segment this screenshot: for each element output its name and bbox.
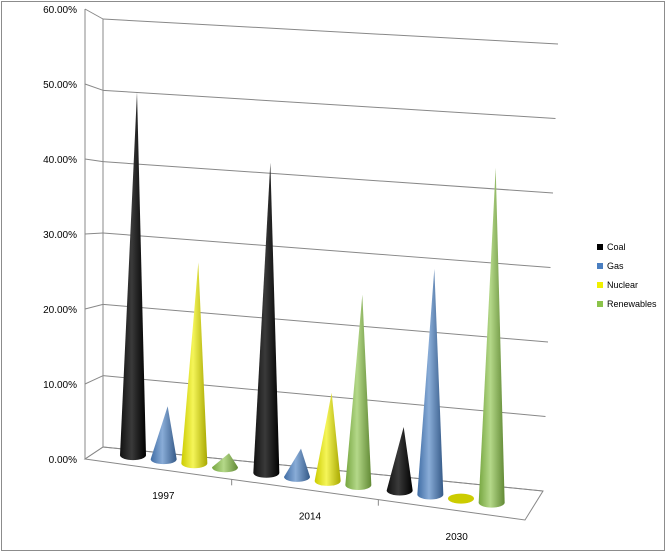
cone-renewables-2030 [478,167,505,508]
gridline-1 [102,375,546,417]
cone-nuclear-1997 [181,262,208,469]
cone-gas-2014 [284,448,310,482]
cone-body [345,294,372,490]
y-tick-label: 40.00% [43,155,77,166]
legend-label-gas: Gas [607,261,624,271]
cone-coal-2030 [386,427,413,496]
legend-swatch-gas [597,263,603,269]
cone-body [284,448,310,482]
cone-layer [120,92,505,508]
legend-swatch-coal [597,244,603,250]
y-tick-label: 30.00% [43,230,77,241]
y-tick-label: 60.00% [43,5,77,16]
y-tick-label: 50.00% [43,80,77,91]
y-tick-label: 10.00% [43,380,77,391]
cone-nuclear-2030 [448,493,474,504]
cone-coal-2014 [253,162,280,478]
gridline-6 [102,18,559,45]
cone-base [448,493,474,504]
cone-body [314,392,341,486]
cone-gas-1997 [150,406,177,465]
gridline-3 [102,232,551,268]
y-tick-label: 20.00% [43,305,77,316]
legend-swatch-nuclear [597,282,603,288]
cone-body [181,262,208,469]
cone-renewables-2014 [345,294,372,490]
gridline-depth-2 [84,303,104,310]
gridline-depth-1 [84,375,104,385]
legend-label-nuclear: Nuclear [607,280,638,290]
legend-swatch-renewables [597,301,603,307]
cone-body [150,406,177,465]
category-label-2030: 2030 [446,532,469,543]
cone-nuclear-2014 [314,392,341,486]
gridline-depth-4 [84,158,104,163]
gridline-5 [102,89,556,119]
gridline-depth-3 [84,232,104,235]
cone-body [386,427,413,496]
category-label-2014: 2014 [299,512,322,523]
gridline-depth-5 [84,83,104,91]
cone-body [212,453,238,473]
grid-layer [83,8,559,521]
gridline-depth-6 [84,8,104,20]
cone-coal-1997 [120,92,146,461]
y-tick-label: 0.00% [49,455,77,466]
axis-layer: 0.00% 10.00% 20.00% 30.00% 40.00% 50.00% 60.00… [43,5,468,543]
legend: Coal Gas Nuclear Renewables [597,242,657,309]
category-label-1997: 1997 [152,491,175,502]
legend-label-coal: Coal [607,242,626,252]
cone-renewables-1997 [212,453,238,473]
cone-body [478,167,505,508]
gridline-4 [102,161,554,194]
cone-body [120,92,146,461]
gridline-2 [102,303,549,343]
cone-body [417,268,444,500]
cone-body [253,162,280,478]
cone-gas-2030 [417,268,444,500]
legend-label-renewables: Renewables [607,299,657,309]
